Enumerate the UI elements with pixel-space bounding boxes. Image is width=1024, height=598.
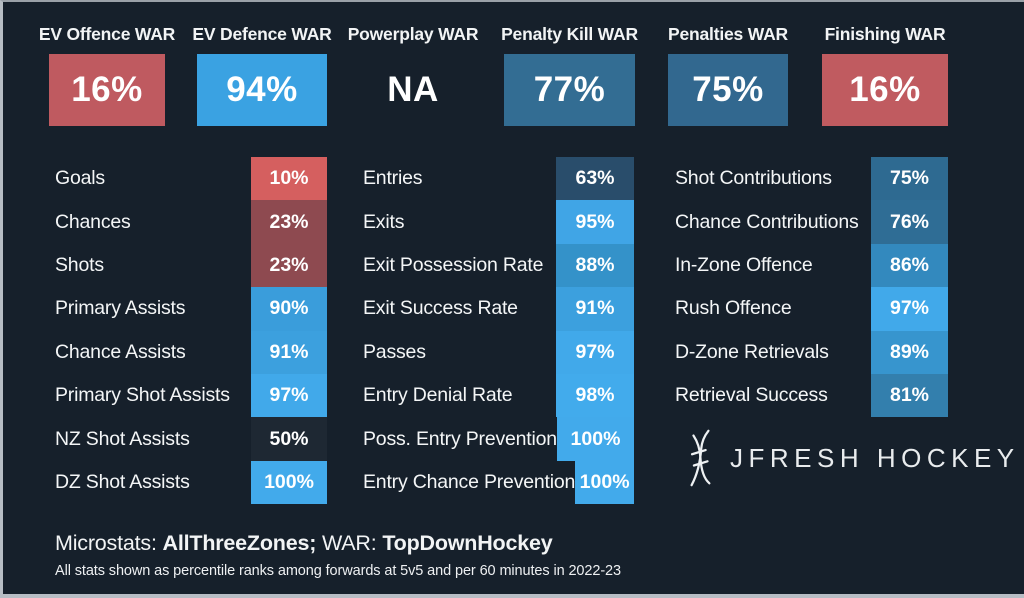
war-group-ev-defence: EV Defence WAR 94% <box>192 24 332 126</box>
stat-value: 10% <box>251 157 327 201</box>
stat-row: Passes 97% <box>363 330 634 374</box>
stat-row: Entries 63% <box>363 157 634 201</box>
stat-value: 100% <box>556 417 634 461</box>
stat-row: Entry Chance Prevention 100% <box>363 460 634 505</box>
stat-label: Entries <box>363 167 423 190</box>
stat-row: Chance Contributions 76% <box>675 200 948 244</box>
stat-value: 23% <box>251 243 327 288</box>
microstat-column-transition: Entries 63% Exits 95% Exit Possession Ra… <box>363 157 634 505</box>
stat-value: 97% <box>251 373 327 418</box>
war-source: TopDownHockey <box>382 531 553 555</box>
stat-row: Retrieval Success 81% <box>675 373 948 418</box>
jfresh-hockey-logo: JFRESH HOCKEY <box>684 428 1020 488</box>
microstats-source: AllThreeZones; <box>162 531 317 555</box>
stat-row: NZ Shot Assists 50% <box>55 417 327 461</box>
war-value-na: NA <box>387 70 439 109</box>
war-label: Penalty Kill WAR <box>501 24 638 44</box>
stat-value: 23% <box>251 200 327 244</box>
stat-row: Entry Denial Rate 98% <box>363 373 634 418</box>
stat-row: Primary Assists 90% <box>55 287 327 331</box>
stat-label: DZ Shot Assists <box>55 470 190 493</box>
stat-label: Chances <box>55 210 131 233</box>
stat-value: 90% <box>251 287 327 331</box>
stat-value: 100% <box>575 460 634 505</box>
stat-label: Primary Assists <box>55 297 186 320</box>
stat-label: Chance Assists <box>55 340 186 363</box>
stat-label: In-Zone Offence <box>675 253 813 276</box>
stat-value: 81% <box>871 373 948 418</box>
sources-line: Microstats: AllThreeZones; WAR: TopDownH… <box>55 531 553 556</box>
stat-label: D-Zone Retrievals <box>675 340 829 363</box>
stat-label: Entry Chance Prevention <box>363 470 576 493</box>
stat-label: Chance Contributions <box>675 210 859 233</box>
war-label: Powerplay WAR <box>347 24 479 44</box>
stat-label: Shots <box>55 253 104 276</box>
war-value-box: 16% <box>49 54 165 126</box>
stat-row: Exit Possession Rate 88% <box>363 243 634 288</box>
stat-value: 97% <box>871 287 948 331</box>
stat-value: 88% <box>556 243 634 288</box>
stat-row: Shot Contributions 75% <box>675 157 948 201</box>
war-label: EV Offence WAR <box>38 24 176 44</box>
stat-label: NZ Shot Assists <box>55 427 190 450</box>
stat-row: D-Zone Retrievals 89% <box>675 330 948 374</box>
stat-label: Exit Possession Rate <box>363 253 544 276</box>
stat-row: Chance Assists 91% <box>55 330 327 374</box>
stat-label: Passes <box>363 340 426 363</box>
footnote: All stats shown as percentile ranks amon… <box>55 563 621 579</box>
stat-value: 95% <box>556 200 634 244</box>
war-group-ev-offence: EV Offence WAR 16% <box>39 24 175 126</box>
stat-value: 63% <box>556 157 634 201</box>
stat-value: 97% <box>556 330 634 374</box>
war-value-box: 75% <box>668 54 788 126</box>
stat-label: Exit Success Rate <box>363 297 518 320</box>
war-group-finishing: Finishing WAR 16% <box>822 24 948 126</box>
stat-value: 75% <box>871 157 948 201</box>
stat-value: 91% <box>556 287 634 331</box>
war-group-powerplay: Powerplay WAR NA <box>348 24 479 126</box>
jf-monogram-icon <box>690 429 711 487</box>
stat-row: Rush Offence 97% <box>675 287 948 331</box>
sources-mid: WAR: <box>316 531 383 555</box>
stat-value: 89% <box>871 330 948 374</box>
war-label: Finishing WAR <box>824 24 946 44</box>
stat-label: Poss. Entry Prevention <box>363 427 557 450</box>
stat-label: Entry Denial Rate <box>363 384 513 407</box>
stat-value: 100% <box>251 460 327 505</box>
stat-label: Primary Shot Assists <box>55 384 230 407</box>
stat-row: DZ Shot Assists 100% <box>55 460 327 505</box>
stat-row: Chances 23% <box>55 200 327 244</box>
stat-value: 76% <box>871 200 948 244</box>
stat-label: Goals <box>55 167 105 190</box>
stat-row: Exits 95% <box>363 200 634 244</box>
stat-row: Exit Success Rate 91% <box>363 287 634 331</box>
logo-wordmark: JFRESH HOCKEY <box>730 442 1020 473</box>
stat-label: Shot Contributions <box>675 167 832 190</box>
stat-value: 91% <box>251 330 327 374</box>
microstat-column-contributions: Shot Contributions 75% Chance Contributi… <box>675 157 948 418</box>
stat-label: Retrieval Success <box>675 384 828 407</box>
stat-row: Goals 10% <box>55 157 327 201</box>
stat-row: Poss. Entry Prevention 100% <box>363 417 634 461</box>
sources-prefix: Microstats: <box>55 531 163 555</box>
stat-value: 50% <box>251 417 327 461</box>
stat-value: 98% <box>556 373 634 418</box>
war-value-box: 77% <box>504 54 635 126</box>
war-label: Penalties WAR <box>668 24 788 44</box>
stat-row: Shots 23% <box>55 243 327 288</box>
war-label: EV Defence WAR <box>192 24 332 44</box>
war-value-box: 16% <box>822 54 948 126</box>
stat-label: Exits <box>363 210 405 233</box>
war-value-box: 94% <box>197 54 327 126</box>
stat-row: Primary Shot Assists 97% <box>55 373 327 418</box>
war-group-penalty-kill: Penalty Kill WAR 77% <box>501 24 638 126</box>
microstat-column-offence: Goals 10% Chances 23% Shots 23% Primary … <box>55 157 327 505</box>
stat-value: 86% <box>871 243 948 288</box>
stat-label: Rush Offence <box>675 297 792 320</box>
war-group-penalties: Penalties WAR 75% <box>668 24 788 126</box>
stat-row: In-Zone Offence 86% <box>675 243 948 288</box>
